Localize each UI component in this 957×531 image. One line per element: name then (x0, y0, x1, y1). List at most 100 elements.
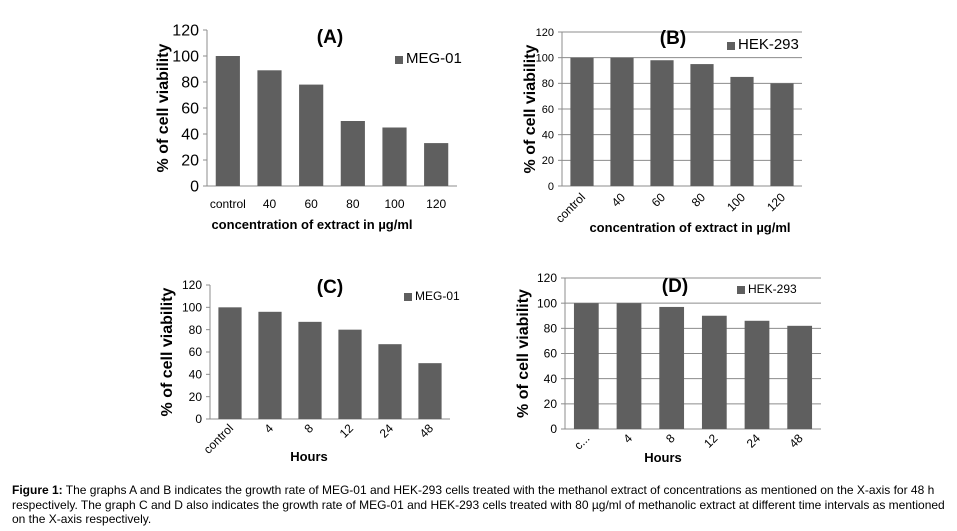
chart-a: 0 20 40 60 80 100 120 control 40 60 80 100 120 concen… (155, 23, 462, 232)
x-tick-label: 12 (701, 431, 721, 451)
y-tick-label: 100 (537, 296, 557, 310)
bar-40 (610, 57, 634, 186)
y-tick-label: 0 (550, 422, 557, 436)
x-axis-title: Hours (644, 450, 682, 465)
x-tick-label: 120 (764, 190, 788, 214)
x-tick-label: 4 (261, 421, 276, 436)
y-tick-label: 120 (537, 271, 557, 285)
y-tick-label: 0 (548, 181, 554, 193)
x-tick-label: c... (571, 431, 592, 452)
bar-80 (690, 64, 714, 186)
y-tick-label: 20 (542, 155, 554, 167)
x-tick-label: 24 (744, 431, 764, 451)
x-tick-label: 60 (304, 197, 318, 211)
y-axis-title: % of cell viability (515, 289, 532, 418)
bar-control (218, 307, 242, 419)
x-tick-label: 8 (663, 431, 678, 446)
x-axis-title: concentration of extract in µg/ml (211, 217, 412, 232)
x-tick-label: control (553, 190, 588, 225)
legend-label: MEG-01 (406, 50, 462, 67)
bar-100 (730, 76, 754, 186)
y-tick-label: 40 (544, 372, 558, 386)
x-tick-label: 40 (609, 190, 629, 210)
y-tick-label: 80 (181, 75, 199, 92)
legend-swatch (727, 42, 735, 50)
y-tick-label: 20 (189, 390, 203, 404)
bar-60 (299, 84, 324, 186)
bar-24 (378, 344, 402, 419)
bar-48 (418, 363, 442, 419)
bar-24 (744, 320, 770, 429)
x-tick-label: 8 (301, 421, 316, 436)
x-tick-label: 80 (689, 190, 709, 210)
x-tick-label: 4 (620, 431, 635, 446)
y-tick-label: 120 (536, 27, 554, 39)
x-tick-label: 60 (649, 190, 669, 210)
bar-8 (659, 306, 685, 429)
figure-caption: Figure 1: The graphs A and B indicates t… (12, 483, 950, 527)
bar-120 (424, 143, 449, 186)
x-axis-title: concentration of extract in µg/ml (589, 220, 790, 235)
bar-control (570, 57, 594, 186)
panel-label: (D) (662, 276, 688, 297)
bar-8 (298, 321, 322, 419)
y-tick-label: 60 (181, 101, 199, 118)
y-tick-label: 60 (542, 104, 554, 116)
bar-c (573, 303, 599, 429)
x-tick-label: 100 (384, 197, 404, 211)
panel-label: (A) (317, 27, 343, 48)
x-tick-label: 40 (263, 197, 277, 211)
bar-12 (701, 315, 727, 429)
y-tick-label: 120 (182, 278, 202, 292)
y-tick-label: 120 (172, 23, 199, 40)
x-tick-label: control (201, 421, 236, 456)
bar-48 (787, 325, 813, 429)
y-tick-label: 40 (181, 127, 199, 144)
bar-4 (616, 303, 642, 429)
panel-label: (B) (660, 28, 686, 49)
y-tick-label: 80 (189, 323, 203, 337)
x-tick-label: 24 (377, 421, 397, 441)
bar-40 (257, 70, 282, 186)
legend-label: MEG-01 (415, 289, 460, 303)
y-axis-title: % of cell viability (155, 43, 172, 172)
y-tick-label: 80 (544, 322, 558, 336)
bar-80 (340, 121, 365, 186)
x-tick-label: 48 (786, 431, 806, 451)
y-tick-label: 0 (195, 412, 202, 426)
y-tick-label: 100 (536, 53, 554, 65)
bar-100 (382, 127, 407, 186)
y-tick-label: 40 (189, 368, 203, 382)
x-tick-label: 100 (724, 190, 748, 214)
y-tick-label: 100 (182, 301, 202, 315)
y-tick-label: 40 (542, 130, 554, 142)
x-tick-label: 48 (417, 421, 437, 441)
panel-label: (C) (317, 277, 343, 298)
y-tick-label: 60 (544, 347, 558, 361)
x-tick-label: 12 (337, 421, 357, 441)
legend-label: HEK-293 (748, 282, 797, 296)
legend-swatch (395, 56, 403, 64)
y-axis-title: % of cell viability (159, 287, 176, 416)
bar-12 (338, 329, 362, 419)
y-tick-label: 0 (190, 179, 199, 196)
y-tick-label: 100 (172, 49, 199, 66)
x-tick-label: control (210, 197, 246, 211)
y-tick-label: 80 (542, 78, 554, 90)
legend-label: HEK-293 (738, 36, 799, 53)
bar-120 (770, 83, 794, 186)
y-axis-title: % of cell viability (522, 44, 539, 173)
y-tick-label: 20 (544, 397, 558, 411)
caption-text: The graphs A and B indicates the growth … (12, 483, 945, 526)
x-axis-title: Hours (290, 449, 328, 464)
chart-b: 0 20 40 60 80 100 120 control 40 60 80 100 120 concen… (522, 27, 802, 235)
legend-swatch (737, 286, 745, 294)
y-tick-label: 60 (189, 345, 203, 359)
caption-label: Figure 1: (12, 483, 63, 497)
x-tick-label: 120 (426, 197, 446, 211)
bar-4 (258, 311, 282, 419)
x-tick-label: 80 (346, 197, 360, 211)
